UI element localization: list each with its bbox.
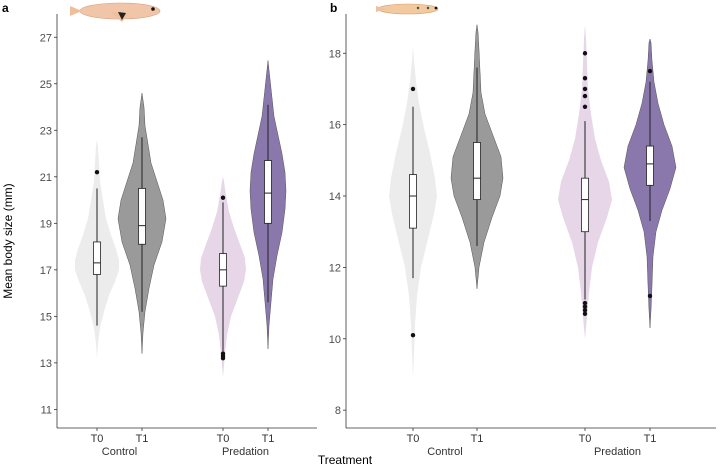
panel-b: 8 10 12 14 16 18 T0 T1 T0 T1 Control Predation bbox=[329, 14, 716, 458]
box bbox=[93, 241, 101, 275]
box bbox=[646, 145, 654, 186]
y-tick-label: 14 bbox=[329, 191, 341, 203]
y-tick-label: 18 bbox=[329, 48, 341, 60]
group-label: Control bbox=[102, 446, 137, 458]
outlier-point bbox=[582, 104, 588, 109]
outlier-point bbox=[582, 304, 588, 309]
box bbox=[473, 142, 481, 200]
outlier-point bbox=[582, 311, 588, 316]
box bbox=[264, 160, 272, 224]
y-tick-label: 16 bbox=[329, 120, 341, 132]
y-tick-label: 27 bbox=[40, 32, 52, 44]
outlier-point bbox=[582, 93, 588, 99]
x-axis-label: Treatment bbox=[318, 453, 373, 466]
x-tick-label: T0 bbox=[407, 433, 420, 445]
x-tick-label: T1 bbox=[471, 433, 484, 445]
group-label: Control bbox=[427, 446, 462, 458]
outlier-point bbox=[582, 300, 588, 306]
y-tick-label: 12 bbox=[329, 262, 341, 274]
outlier-point bbox=[220, 195, 226, 200]
y-tick-label: 23 bbox=[40, 125, 52, 137]
outlier-point bbox=[582, 76, 588, 81]
panel-label-a: a bbox=[2, 1, 9, 15]
outlier-point bbox=[220, 351, 226, 356]
panel-label-b: b bbox=[330, 1, 337, 15]
y-axis-label: Mean body size (mm) bbox=[1, 183, 15, 298]
outlier-point bbox=[647, 68, 653, 74]
y-tick-label: 8 bbox=[335, 405, 341, 417]
y-tick-label: 10 bbox=[329, 334, 341, 346]
box bbox=[138, 188, 146, 245]
group-label: Predation bbox=[222, 446, 269, 458]
y-tick-label: 15 bbox=[40, 311, 52, 323]
outlier-point bbox=[582, 86, 588, 92]
x-tick-label: T0 bbox=[91, 433, 104, 445]
outlier-point bbox=[94, 169, 100, 175]
outlier-point bbox=[410, 86, 416, 92]
outlier-point bbox=[582, 308, 588, 313]
outlier-point bbox=[647, 293, 653, 299]
outlier-point bbox=[582, 51, 588, 56]
y-tick-label: 13 bbox=[40, 358, 52, 370]
y-tick-label: 19 bbox=[40, 218, 52, 230]
y-tick-label: 11 bbox=[41, 404, 52, 416]
x-tick-label: T1 bbox=[644, 433, 657, 445]
fish-b-icon bbox=[376, 3, 439, 15]
group-label: Predation bbox=[594, 446, 641, 458]
y-tick-label: 17 bbox=[40, 265, 52, 277]
x-tick-label: T1 bbox=[262, 433, 275, 445]
fish-a-icon bbox=[70, 2, 161, 22]
outlier-point bbox=[410, 333, 416, 338]
x-tick-label: T0 bbox=[579, 433, 592, 445]
y-tick-label: 25 bbox=[40, 79, 52, 91]
box bbox=[409, 174, 417, 229]
y-tick-label: 21 bbox=[40, 172, 52, 184]
x-tick-label: T0 bbox=[217, 433, 230, 445]
x-tick-label: T1 bbox=[136, 433, 149, 445]
box bbox=[581, 177, 589, 233]
